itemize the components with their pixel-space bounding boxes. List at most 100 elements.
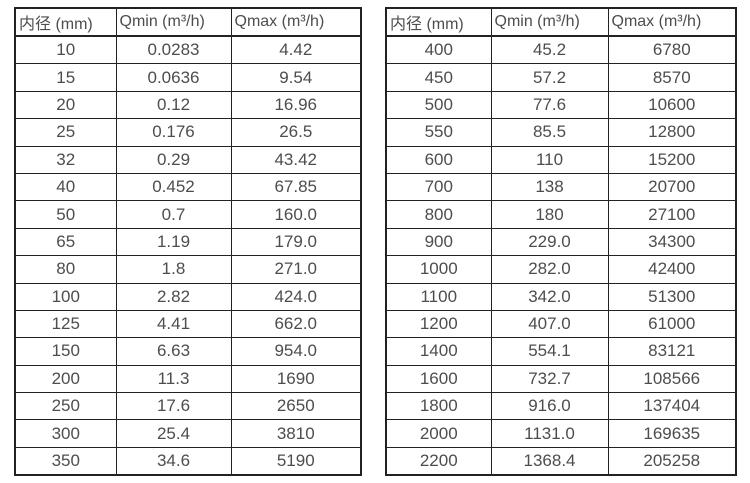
table-cell: 1368.4 [490, 446, 609, 476]
table-cell: 600 [385, 145, 492, 174]
table-cell: 32 [14, 145, 117, 174]
table-cell: 554.1 [490, 337, 609, 366]
table-cell: 169635 [607, 419, 737, 448]
table-row: 20 0.12 16.96 [14, 90, 362, 120]
table-cell: 350 [14, 446, 117, 476]
table-cell: 229.0 [490, 227, 609, 257]
table-row: 2000 1131.0 169635 [385, 419, 737, 448]
table-cell: 407.0 [490, 309, 609, 339]
table-cell: 300 [14, 419, 117, 448]
table-row: 1000 282.0 42400 [385, 255, 737, 284]
table-row: 700 138 20700 [385, 172, 737, 202]
table-cell: 17.6 [115, 392, 232, 421]
table-cell: 5190 [230, 446, 362, 476]
table-cell: 42400 [607, 255, 737, 284]
table-cell: 424.0 [230, 282, 362, 311]
table-cell: 0.29 [115, 145, 232, 174]
table-cell: 138 [490, 172, 609, 202]
table-row: 550 85.5 12800 [385, 118, 737, 147]
column-header: 内径 (mm) [385, 7, 492, 37]
table-cell: 34.6 [115, 446, 232, 476]
table-cell: 450 [385, 63, 492, 92]
table-cell: 282.0 [490, 255, 609, 284]
table-cell: 2.82 [115, 282, 232, 311]
header-row: 内径 (mm) Qmin (m³/h) Qmax (m³/h) [385, 7, 737, 37]
table-cell: 954.0 [230, 337, 362, 366]
table-cell: 180 [490, 200, 609, 229]
table-row: 1600 732.7 108566 [385, 364, 737, 394]
table-row: 10 0.0283 4.42 [14, 35, 362, 65]
table-cell: 1800 [385, 392, 492, 421]
table-row: 25 0.176 26.5 [14, 118, 362, 147]
table-cell: 4.42 [230, 35, 362, 65]
table-cell: 0.12 [115, 90, 232, 120]
table-cell: 4.41 [115, 309, 232, 339]
table-row: 500 77.6 10600 [385, 90, 737, 120]
table-cell: 108566 [607, 364, 737, 394]
table-cell: 6780 [607, 35, 737, 65]
table-row: 80 1.8 271.0 [14, 255, 362, 284]
table-cell: 9.54 [230, 63, 362, 92]
table-cell: 0.0283 [115, 35, 232, 65]
table-cell: 0.0636 [115, 63, 232, 92]
table-cell: 26.5 [230, 118, 362, 147]
table-row: 800 180 27100 [385, 200, 737, 229]
table-cell: 27100 [607, 200, 737, 229]
table-row: 350 34.6 5190 [14, 446, 362, 476]
table-cell: 3810 [230, 419, 362, 448]
table-row: 200 11.3 1690 [14, 364, 362, 394]
table-cell: 1.8 [115, 255, 232, 284]
table-cell: 732.7 [490, 364, 609, 394]
column-header: Qmax (m³/h) [607, 7, 737, 37]
table-cell: 16.96 [230, 90, 362, 120]
table-cell: 25 [14, 118, 117, 147]
table-cell: 125 [14, 309, 117, 339]
header-row: 内径 (mm) Qmin (m³/h) Qmax (m³/h) [14, 7, 362, 37]
table-cell: 61000 [607, 309, 737, 339]
table-cell: 1400 [385, 337, 492, 366]
table-cell: 10600 [607, 90, 737, 120]
table-row: 600 110 15200 [385, 145, 737, 174]
table-cell: 0.452 [115, 172, 232, 202]
table-cell: 2000 [385, 419, 492, 448]
table-row: 65 1.19 179.0 [14, 227, 362, 257]
table-cell: 342.0 [490, 282, 609, 311]
table-cell: 20700 [607, 172, 737, 202]
table-cell: 2200 [385, 446, 492, 476]
flow-spec-table-small-diameters: 内径 (mm) Qmin (m³/h) Qmax (m³/h) 10 0.0283 4.… [14, 7, 362, 477]
table-cell: 83121 [607, 337, 737, 366]
table-cell: 11.3 [115, 364, 232, 394]
table-cell: 1690 [230, 364, 362, 394]
table-cell: 45.2 [490, 35, 609, 65]
table-cell: 25.4 [115, 419, 232, 448]
table-cell: 137404 [607, 392, 737, 421]
table-cell: 110 [490, 145, 609, 174]
table-cell: 179.0 [230, 227, 362, 257]
flow-spec-table-large-diameters: 内径 (mm) Qmin (m³/h) Qmax (m³/h) 400 45.2 678… [385, 7, 737, 477]
table-cell: 2650 [230, 392, 362, 421]
table-cell: 15200 [607, 145, 737, 174]
table-cell: 15 [14, 63, 117, 92]
table-cell: 160.0 [230, 200, 362, 229]
table-cell: 1000 [385, 255, 492, 284]
table-cell: 67.85 [230, 172, 362, 202]
table-cell: 10 [14, 35, 117, 65]
table-cell: 51300 [607, 282, 737, 311]
table-cell: 1600 [385, 364, 492, 394]
table-cell: 271.0 [230, 255, 362, 284]
table-cell: 40 [14, 172, 117, 202]
table-row: 2200 1368.4 205258 [385, 446, 737, 476]
table-cell: 0.7 [115, 200, 232, 229]
table-cell: 400 [385, 35, 492, 65]
table-row: 125 4.41 662.0 [14, 309, 362, 339]
table-row: 300 25.4 3810 [14, 419, 362, 448]
table-cell: 250 [14, 392, 117, 421]
table-row: 450 57.2 8570 [385, 63, 737, 92]
column-header: 内径 (mm) [14, 7, 117, 37]
table-cell: 100 [14, 282, 117, 311]
column-header: Qmin (m³/h) [115, 7, 232, 37]
table-cell: 6.63 [115, 337, 232, 366]
table-cell: 662.0 [230, 309, 362, 339]
table-row: 32 0.29 43.42 [14, 145, 362, 174]
table-row: 1100 342.0 51300 [385, 282, 737, 311]
